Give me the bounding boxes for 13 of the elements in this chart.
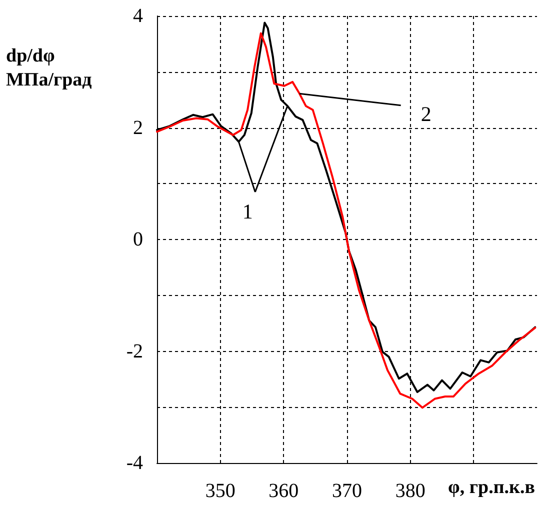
- x-axis-title: φ, гр.п.к.в: [448, 477, 536, 498]
- x-tick-label: 350: [205, 480, 236, 502]
- y-tick-label: 2: [133, 116, 143, 139]
- y-axis-title: dp/dφ МПа/град: [6, 46, 92, 90]
- x-tick-label: 360: [268, 480, 299, 502]
- y-tick-label: 0: [133, 228, 143, 250]
- annotation: 1: [242, 200, 253, 224]
- x-tick-label: 370: [332, 480, 362, 502]
- y-tick-label: -4: [126, 452, 143, 474]
- y-tick-label: 4: [133, 5, 143, 27]
- annotation: 2: [420, 102, 432, 126]
- x-tick-label: 380: [395, 480, 426, 502]
- y-tick-label: -2: [126, 340, 143, 362]
